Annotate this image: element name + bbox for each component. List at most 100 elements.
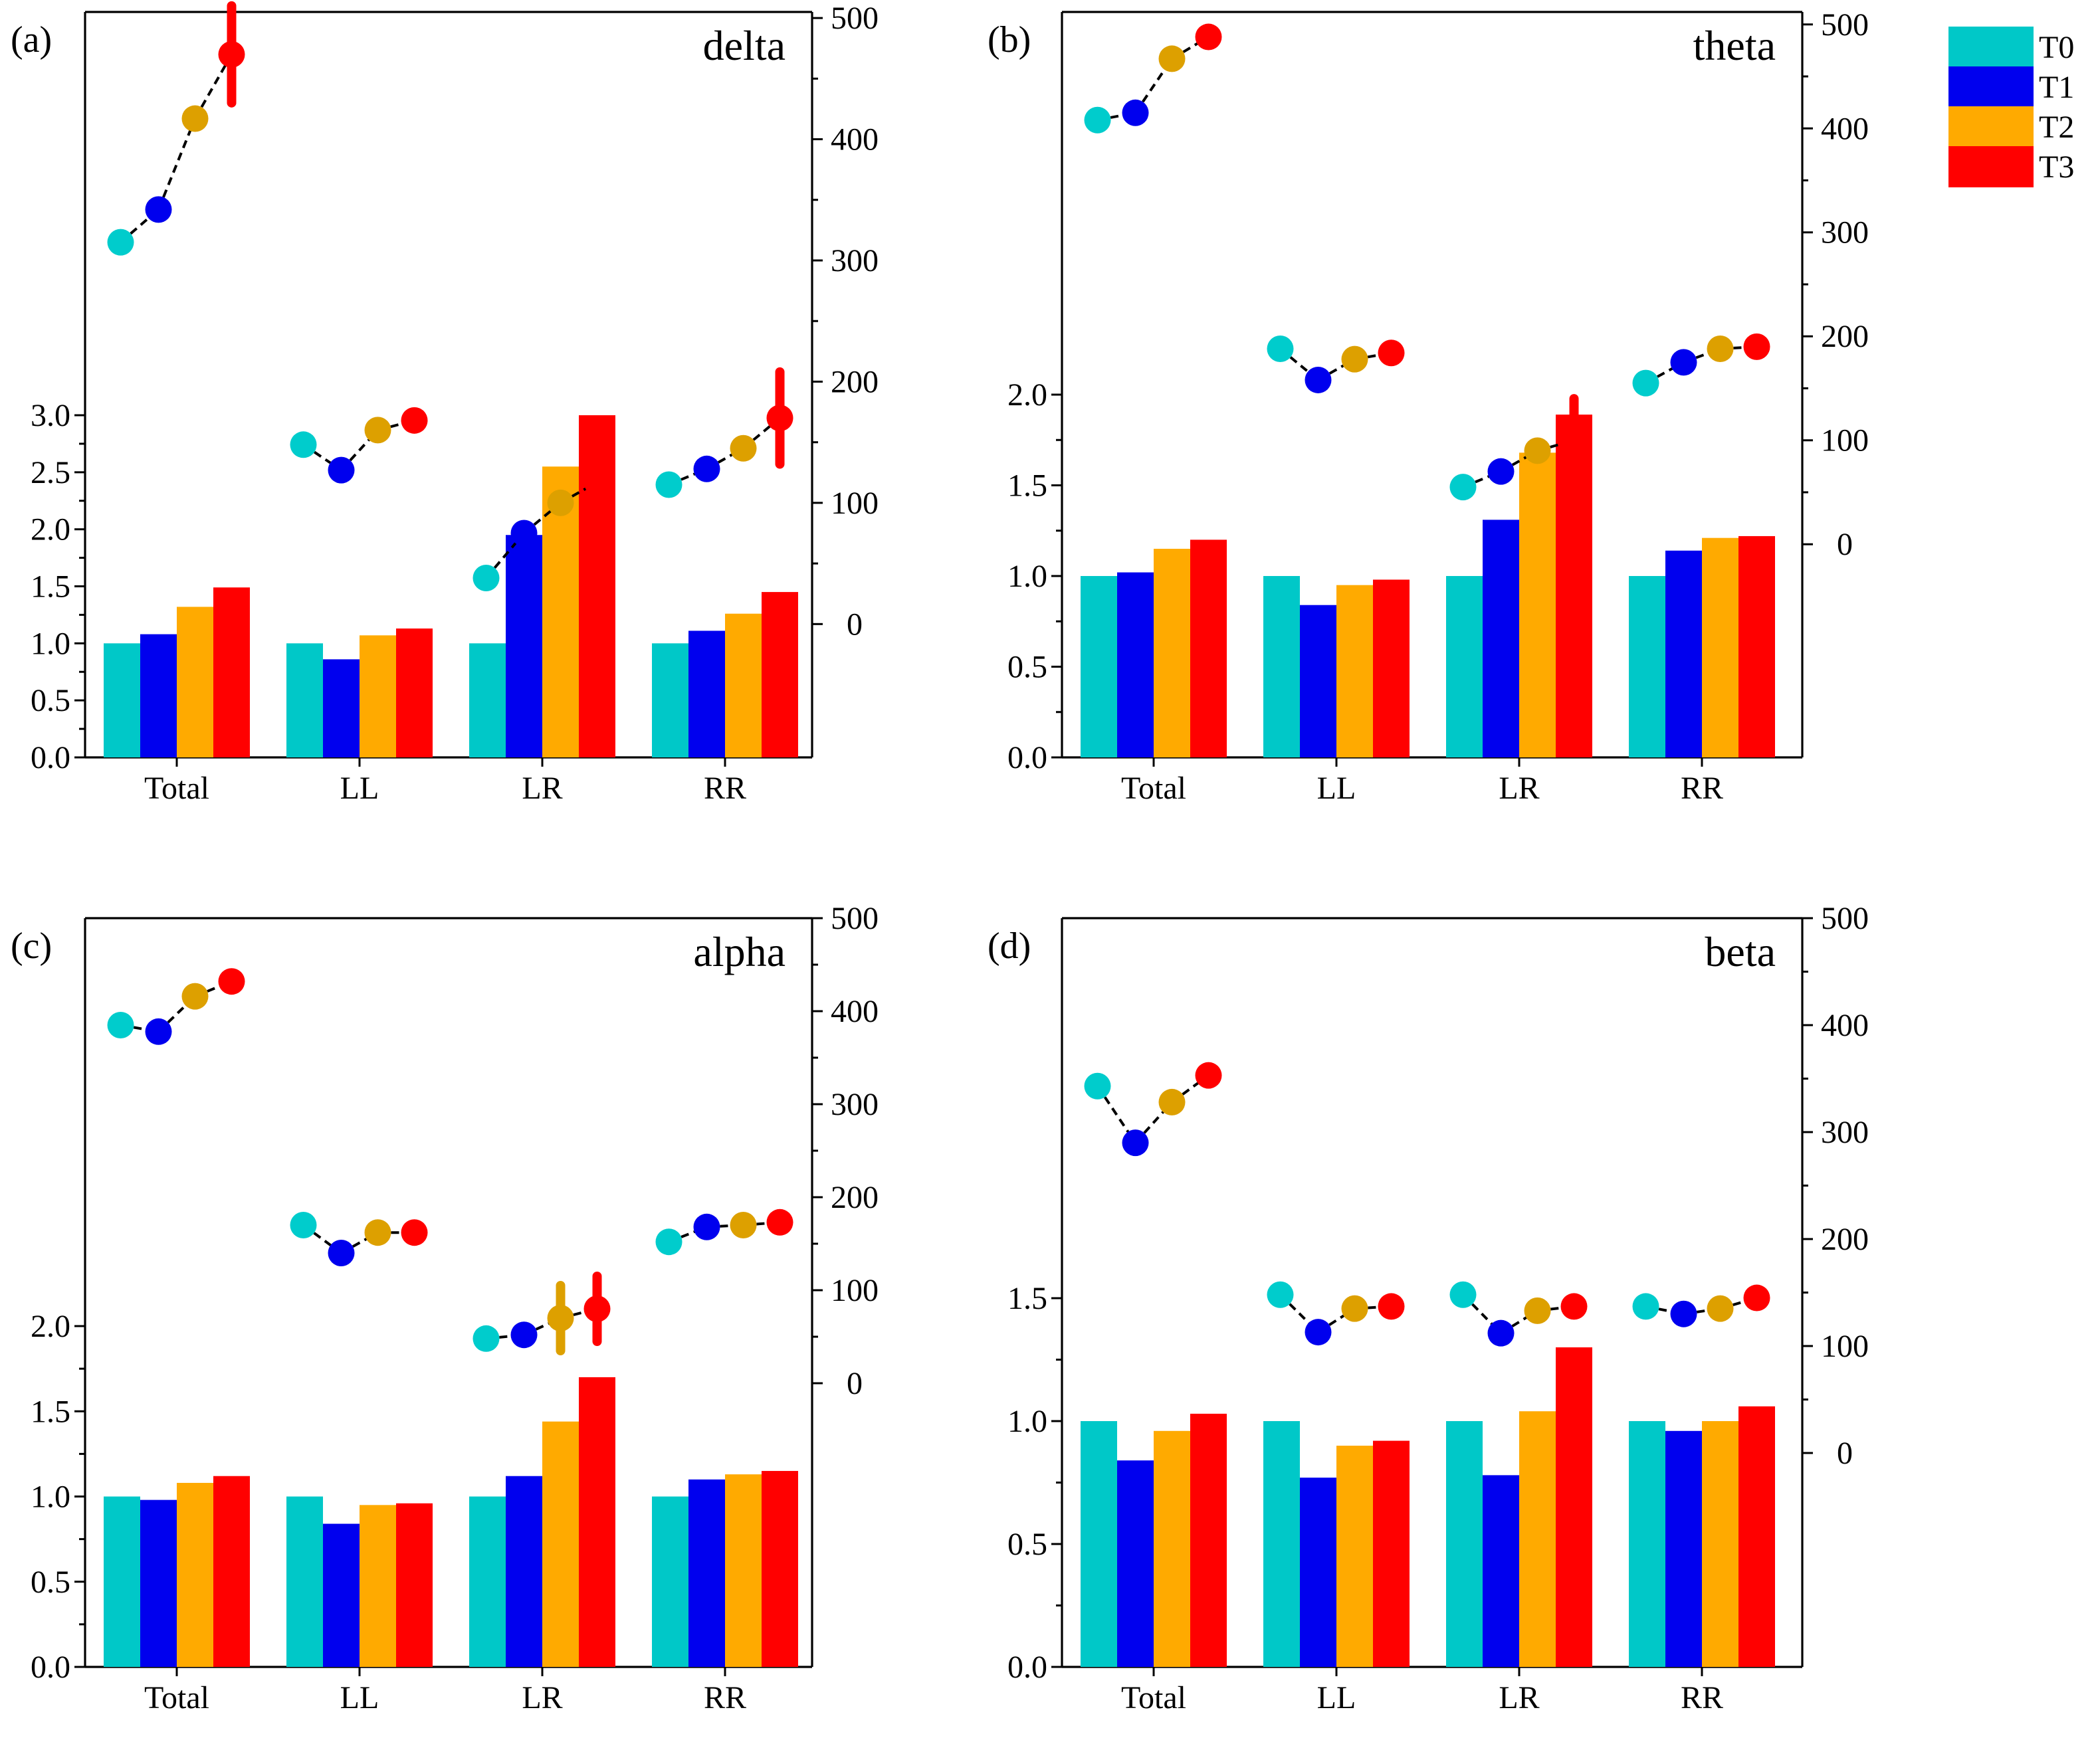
left-tick-label: 1.5 — [31, 1394, 70, 1429]
dot-ll-t0 — [290, 1212, 317, 1238]
dot-total-t0 — [1084, 1072, 1111, 1100]
dot-lr-t2 — [1524, 437, 1551, 464]
right-tick-label: 400 — [1821, 1008, 1869, 1043]
bar-total-t0 — [104, 643, 140, 757]
dot-lr-t1 — [510, 1321, 538, 1349]
left-tick-label: 0.5 — [1007, 650, 1047, 685]
dot-rr-t1 — [693, 1213, 720, 1240]
bar-total-t0 — [1081, 576, 1117, 757]
legend-swatch-t3 — [1948, 146, 2034, 187]
bar-lr-t2 — [542, 1421, 579, 1667]
legend-label-t0: T0 — [2039, 30, 2074, 65]
right-tick-label: 100 — [1821, 1329, 1869, 1364]
dot-rr-t0 — [1632, 369, 1659, 397]
left-tick-label: 1.5 — [31, 569, 70, 605]
dot-connector — [484, 532, 526, 579]
dot-lr-t1 — [1487, 1319, 1515, 1347]
dot-rr-t2 — [1707, 1295, 1734, 1322]
dot-total-t1 — [145, 196, 172, 223]
legend-swatch-t2 — [1948, 106, 2034, 147]
dot-total-t1 — [1122, 1129, 1149, 1157]
left-tick-label: 2.5 — [31, 455, 70, 490]
dot-lr-t2 — [547, 489, 574, 516]
bar-lr-t2 — [1519, 452, 1556, 757]
bar-lr-t1 — [506, 535, 542, 757]
category-label: RR — [1681, 1680, 1723, 1715]
category-label: RR — [704, 1680, 746, 1715]
category-label: LR — [1499, 771, 1539, 806]
right-tick-label: 400 — [1821, 111, 1869, 146]
category-label: LR — [522, 771, 562, 806]
legend-label-t2: T2 — [2039, 110, 2074, 145]
bar-ll-t3 — [396, 1503, 433, 1667]
left-tick-label: 0.5 — [1007, 1527, 1047, 1562]
left-tick-label: 1.5 — [1007, 468, 1047, 504]
right-tick-label: 300 — [1821, 1115, 1869, 1150]
right-tick-label: 200 — [831, 1180, 879, 1215]
chart-panel-delta: 0.0 0.5 1.0 1.5 2.0 2.5 3.0 0 100 200 300 400 500 Tot… — [11, 1, 879, 806]
dot-rr-t0 — [655, 1228, 682, 1256]
chart-panel-theta: 0.0 0.5 1.0 1.5 2.0 0 100 200 300 400 500 Total LL LR… — [988, 7, 1869, 806]
right-tick-label: 0 — [1837, 1436, 1853, 1471]
legend-label-t1: T1 — [2039, 70, 2074, 105]
left-tick-label: 1.5 — [1007, 1281, 1047, 1316]
dot-lr-t3 — [583, 1296, 611, 1322]
dot-rr-t2 — [730, 1212, 757, 1238]
bar-rr-t1 — [1665, 1430, 1702, 1667]
dot-ll-t2 — [1341, 345, 1368, 373]
right-tick-label: 200 — [1821, 319, 1869, 354]
bar-total-t0 — [1081, 1421, 1117, 1667]
dot-total-t2 — [1158, 1088, 1186, 1115]
dot-connector — [157, 118, 197, 211]
bar-lr-t0 — [469, 1496, 506, 1667]
bar-rr-t1 — [688, 1479, 725, 1667]
bar-rr-t2 — [725, 613, 762, 757]
dot-total-t0 — [107, 1012, 134, 1038]
dot-rr-t0 — [1632, 1293, 1659, 1320]
right-tick-label: 300 — [1821, 215, 1869, 250]
bar-total-t2 — [1154, 1430, 1190, 1667]
left-tick-label: 2.0 — [31, 512, 70, 547]
category-label: LR — [1499, 1680, 1539, 1715]
category-label: RR — [704, 771, 746, 806]
bar-lr-t0 — [469, 643, 506, 757]
dot-ll-t2 — [1341, 1295, 1368, 1322]
bar-ll-t0 — [1263, 576, 1300, 757]
legend-swatch-t1 — [1948, 66, 2034, 108]
bar-ll-t0 — [1263, 1421, 1300, 1667]
left-tick-label: 0.0 — [1007, 1650, 1047, 1685]
dot-rr-t3 — [766, 405, 793, 432]
bar-ll-t3 — [396, 628, 433, 757]
chart-panel-alpha: 0.0 0.5 1.0 1.5 2.0 0 100 200 300 400 500 Total LL LR… — [11, 901, 879, 1715]
dot-lr-t0 — [1449, 474, 1477, 501]
right-tick-label: 300 — [831, 1087, 879, 1122]
chart-panel-beta: 0.0 0.5 1.0 1.5 0 100 200 300 400 500 Total LL LR RR (… — [988, 901, 1869, 1715]
right-tick-label: 500 — [1821, 7, 1869, 43]
dot-lr-t3 — [1560, 427, 1588, 454]
right-tick-label: 400 — [831, 122, 879, 157]
dot-lr-t1 — [1487, 458, 1515, 485]
dot-ll-t3 — [401, 407, 428, 434]
bar-ll-t3 — [1373, 579, 1410, 757]
band-title: beta — [1705, 928, 1776, 975]
bar-total-t1 — [1117, 1460, 1154, 1667]
bar-ll-t2 — [1336, 585, 1373, 757]
dot-total-t2 — [181, 983, 209, 1010]
band-title: theta — [1693, 22, 1776, 69]
legend: T0 T1 T2 T3 — [1948, 27, 2074, 187]
dot-total-t3 — [1195, 1062, 1222, 1089]
dot-ll-t1 — [328, 456, 355, 484]
bar-rr-t0 — [1629, 576, 1665, 757]
dot-lr-t3 — [1560, 1293, 1588, 1320]
dot-ll-t2 — [364, 1219, 391, 1246]
right-tick-label: 0 — [847, 1366, 863, 1401]
bar-lr-t0 — [1446, 576, 1483, 757]
bar-rr-t2 — [1702, 537, 1738, 757]
dot-rr-t1 — [693, 455, 720, 482]
left-tick-label: 1.0 — [1007, 1404, 1047, 1439]
dot-total-t3 — [218, 968, 245, 995]
bar-total-t1 — [140, 634, 177, 757]
bar-rr-t0 — [652, 643, 688, 757]
bar-total-t0 — [104, 1496, 140, 1667]
